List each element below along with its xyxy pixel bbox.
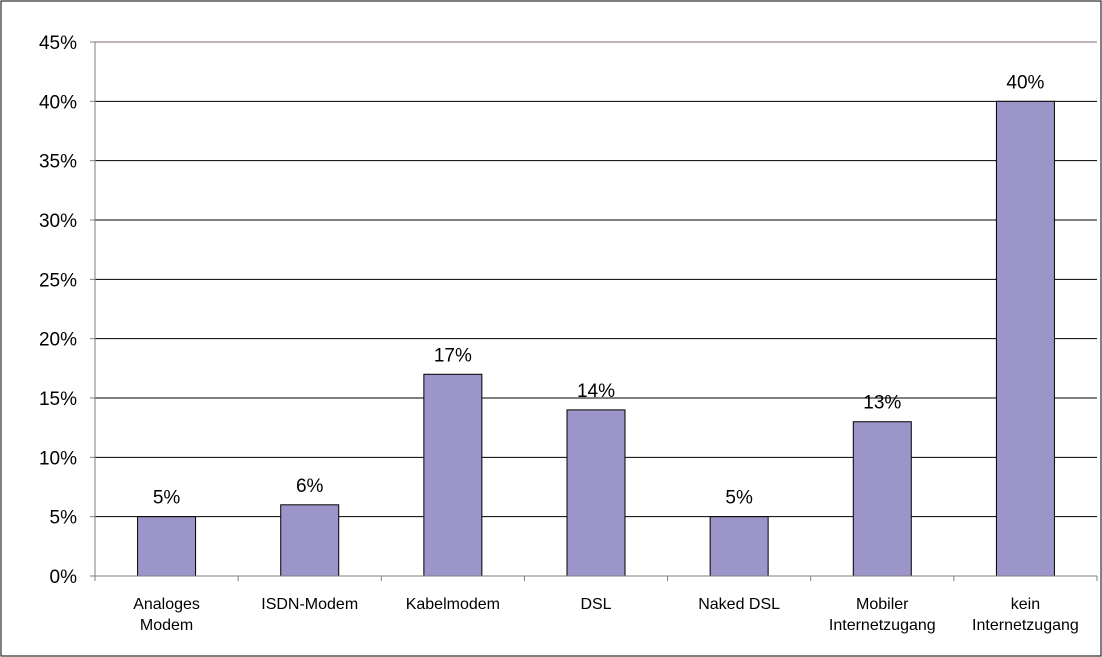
bar	[423, 373, 483, 577]
x-category-label: Mobiler Internetzugang	[829, 596, 936, 634]
data-label: 40%	[1006, 72, 1044, 93]
y-tick-label: 20%	[39, 330, 77, 351]
y-tick-label: 10%	[39, 448, 77, 469]
y-tick-label: 30%	[39, 211, 77, 232]
x-category-label: ISDN-Modem	[261, 596, 358, 613]
y-tick-label: 15%	[39, 389, 77, 410]
bar	[137, 516, 197, 577]
data-label: 5%	[153, 488, 181, 509]
y-tick-label: 25%	[39, 270, 77, 291]
bar	[995, 100, 1055, 577]
y-tick-label: 5%	[50, 508, 78, 529]
bar	[852, 421, 912, 577]
labels: 0% 5% 10% 15% 20% 25% 30% 35% 40% 45% 5% Analoges Mo…	[39, 33, 1079, 634]
bar	[566, 409, 626, 577]
x-category-label: Naked DSL	[698, 596, 780, 613]
axes	[90, 41, 1098, 581]
data-label: 17%	[434, 345, 472, 366]
y-tick-label: 40%	[39, 92, 77, 113]
data-label: 5%	[725, 488, 753, 509]
bars	[137, 100, 1055, 577]
gridlines	[95, 41, 1097, 518]
x-category-label: DSL	[580, 596, 611, 613]
data-label: 14%	[577, 381, 615, 402]
bar	[709, 516, 769, 577]
x-category-label: kein Internetzugang	[972, 596, 1079, 634]
x-category-label: Analoges Modem	[133, 596, 200, 634]
y-tick-label: 45%	[39, 33, 77, 54]
y-tick-label: 35%	[39, 152, 77, 173]
bar	[280, 504, 340, 577]
y-tick-label: 0%	[50, 567, 78, 588]
data-label: 6%	[296, 476, 324, 497]
x-category-label: Kabelmodem	[406, 596, 500, 613]
data-label: 13%	[863, 393, 901, 414]
